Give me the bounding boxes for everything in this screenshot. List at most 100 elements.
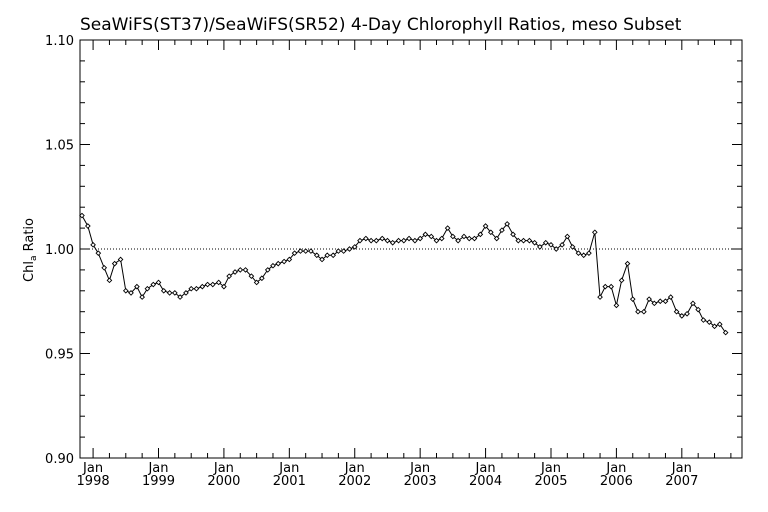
x-tick-month-label: Jan xyxy=(409,461,430,476)
data-point-marker xyxy=(455,237,461,244)
data-point-marker xyxy=(79,212,85,219)
data-point-marker xyxy=(678,313,685,319)
x-tick-month-label: Jan xyxy=(82,461,103,476)
data-point-marker xyxy=(471,235,478,242)
data-point-marker xyxy=(575,250,582,257)
x-tick-year-label: 2000 xyxy=(207,474,240,489)
y-tick-label: 0.90 xyxy=(45,452,74,467)
data-point-marker xyxy=(281,258,287,265)
x-tick-month-label: Jan xyxy=(147,461,168,476)
data-point-marker xyxy=(237,267,244,273)
data-point-marker xyxy=(308,248,314,254)
data-point-marker xyxy=(270,262,276,269)
data-point-marker xyxy=(384,237,391,244)
series-line xyxy=(81,215,727,333)
data-point-marker xyxy=(330,252,336,259)
data-point-marker xyxy=(275,260,282,267)
data-point-marker xyxy=(646,296,652,302)
data-point-marker xyxy=(160,287,167,294)
data-point-marker xyxy=(695,306,702,313)
data-point-marker xyxy=(183,290,189,296)
data-point-marker xyxy=(444,225,451,231)
data-point-marker xyxy=(412,237,418,244)
data-point-marker xyxy=(641,308,647,315)
data-point-marker xyxy=(351,244,358,250)
data-point-marker xyxy=(144,285,151,292)
data-point-marker xyxy=(706,319,713,325)
data-point-marker xyxy=(466,235,473,242)
data-point-marker xyxy=(106,277,113,284)
data-point-marker xyxy=(379,235,386,242)
data-point-marker xyxy=(422,231,429,238)
data-point-marker xyxy=(613,302,620,309)
data-point-marker xyxy=(504,221,510,227)
x-tick-year-label: 2007 xyxy=(665,474,698,489)
x-tick-year-label: 1999 xyxy=(142,474,175,489)
data-point-marker xyxy=(357,237,363,244)
data-point-marker xyxy=(319,256,325,263)
x-tick-month-label: Jan xyxy=(213,461,234,476)
y-axis-label-main: Chl xyxy=(22,261,37,282)
data-point-marker xyxy=(608,283,615,290)
data-point-marker xyxy=(302,248,309,254)
data-point-marker xyxy=(335,248,342,254)
data-point-marker xyxy=(346,246,353,252)
data-point-marker xyxy=(373,237,380,244)
data-point-marker xyxy=(559,241,565,248)
data-point-marker xyxy=(400,237,407,244)
data-point-marker xyxy=(629,296,636,302)
data-point-marker xyxy=(662,298,669,305)
data-point-marker xyxy=(291,250,298,257)
data-point-marker xyxy=(569,244,576,250)
x-tick-month-label: Jan xyxy=(540,461,561,476)
data-point-marker xyxy=(487,229,494,236)
y-tick-label: 1.05 xyxy=(45,139,74,154)
data-point-marker xyxy=(597,294,603,300)
x-tick-month-label: Jan xyxy=(475,461,496,476)
data-point-marker xyxy=(117,256,124,263)
data-point-marker xyxy=(166,290,173,296)
data-point-marker xyxy=(253,279,260,286)
data-point-marker xyxy=(657,298,664,305)
y-tick-label: 1.00 xyxy=(45,243,74,258)
data-point-marker xyxy=(248,273,255,280)
data-point-marker xyxy=(673,308,680,315)
y-tick-label: 1.10 xyxy=(45,34,74,49)
data-point-marker xyxy=(155,279,162,286)
data-point-marker xyxy=(428,233,435,240)
x-tick-year-label: 2003 xyxy=(404,474,437,489)
data-point-marker xyxy=(461,233,467,240)
data-point-marker xyxy=(209,281,216,288)
x-tick-year-label: 2002 xyxy=(338,474,371,489)
data-point-marker xyxy=(406,235,412,242)
chart-title: SeaWiFS(ST37)/SeaWiFS(SR52) 4-Day Chloro… xyxy=(80,15,682,35)
data-point-marker xyxy=(101,264,108,271)
plot-area: 0.900.951.001.051.10Jan1998Jan1999Jan200… xyxy=(45,34,743,489)
data-point-marker xyxy=(368,237,374,244)
x-tick-year-label: 2005 xyxy=(534,474,567,489)
data-point-marker xyxy=(499,227,505,234)
data-point-marker xyxy=(493,235,500,242)
data-point-marker xyxy=(363,235,369,242)
data-point-marker xyxy=(716,321,723,328)
data-point-marker xyxy=(438,235,445,242)
data-point-marker xyxy=(722,329,729,336)
y-tick-label: 0.95 xyxy=(45,348,74,363)
y-axis-label: Chla Ratio xyxy=(22,218,39,282)
data-point-marker xyxy=(139,294,145,300)
data-point-marker xyxy=(122,287,129,294)
data-point-marker xyxy=(259,275,265,282)
data-point-marker xyxy=(340,248,347,254)
data-point-marker xyxy=(395,237,402,244)
data-point-marker xyxy=(286,256,293,263)
data-point-marker xyxy=(482,223,489,229)
data-point-marker xyxy=(150,281,157,288)
data-point-marker xyxy=(548,241,554,248)
data-point-marker xyxy=(134,283,140,290)
x-tick-month-label: Jan xyxy=(671,461,692,476)
y-axis-label-subscript: a xyxy=(29,256,39,262)
data-point-marker xyxy=(215,279,222,286)
y-axis-label-tail: Ratio xyxy=(22,218,37,256)
data-point-marker xyxy=(324,252,331,259)
data-point-marker xyxy=(95,250,102,257)
